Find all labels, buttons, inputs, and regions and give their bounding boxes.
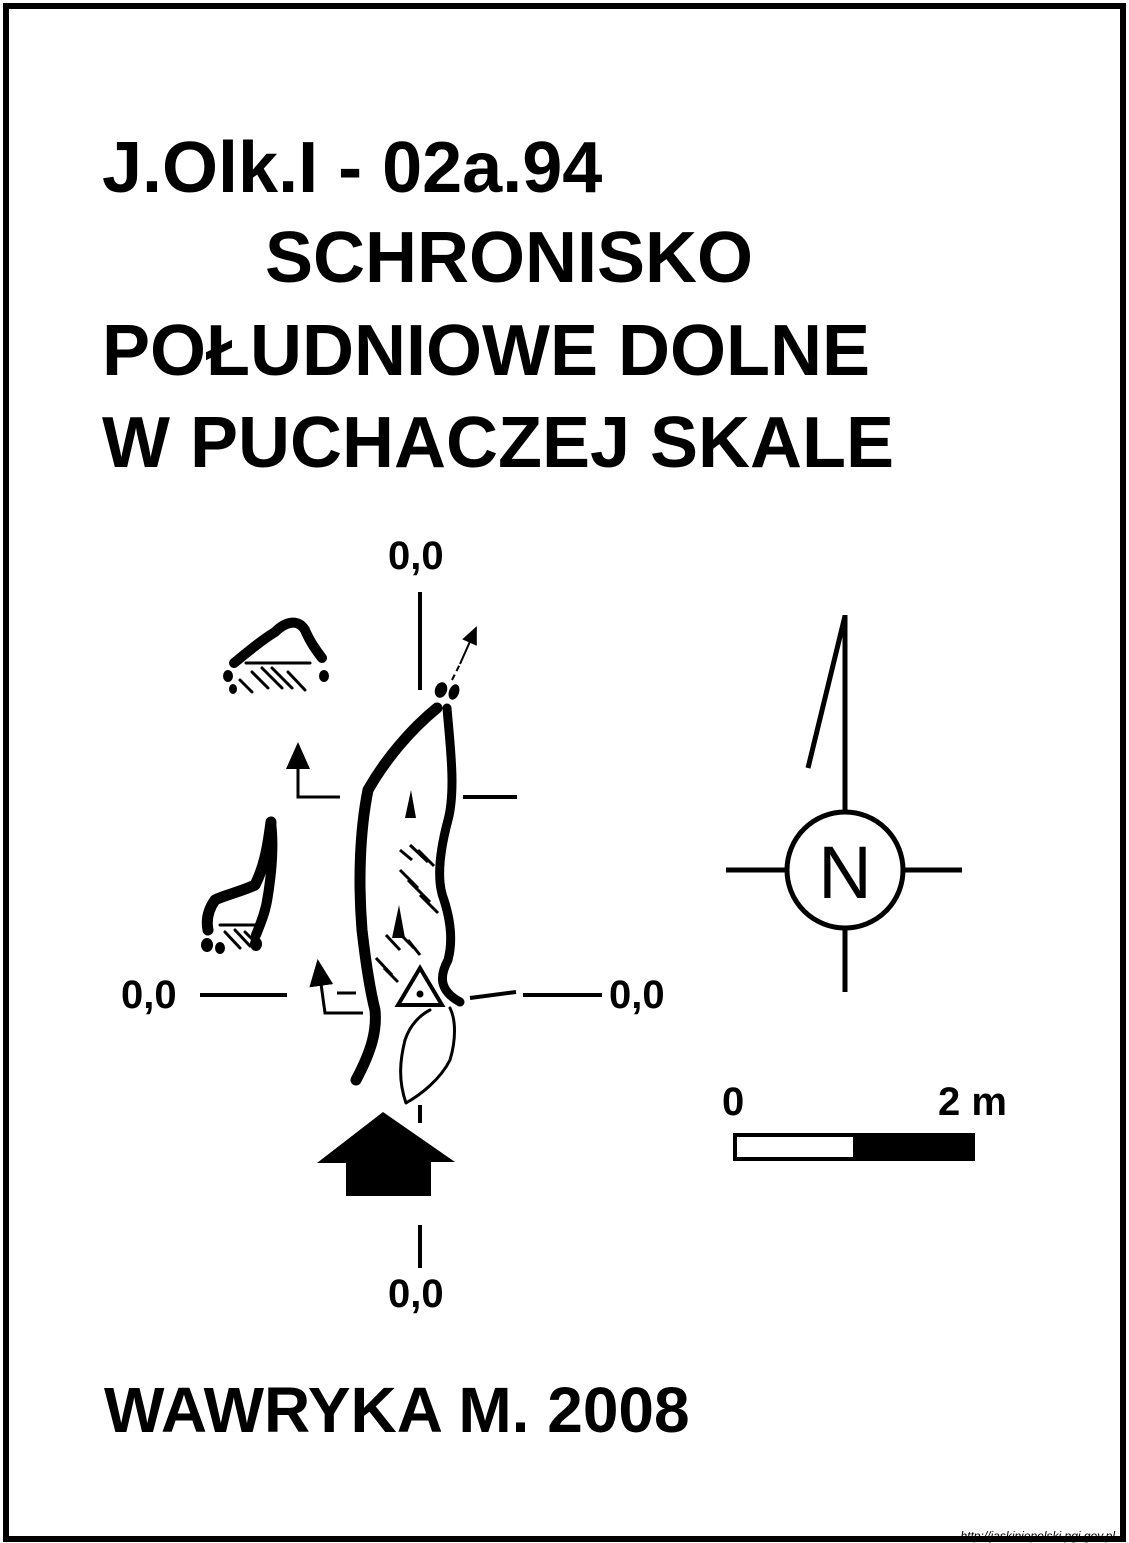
datum-label-bottom: 0,0	[388, 1272, 444, 1316]
cave-name-line-1: SCHRONISKO	[265, 218, 754, 298]
survey-station-icon	[394, 964, 446, 1007]
direction-arrows	[286, 742, 363, 1015]
scale-bar	[733, 1133, 975, 1161]
map-frame	[3, 3, 1126, 1542]
north-arrow-icon	[726, 615, 962, 992]
slope-arrow-icon	[451, 626, 477, 681]
upper-niche-dots	[223, 670, 329, 694]
entrance-dots	[434, 682, 460, 700]
floor-hatching	[374, 843, 440, 984]
datum-label-right: 0,0	[609, 973, 665, 1017]
cave-code: J.Olk.I - 02a.94	[102, 128, 603, 208]
north-label: N	[818, 831, 871, 914]
cave-name-line-2: POŁUDNIOWE DOLNE	[102, 311, 870, 391]
datum-label-top: 0,0	[388, 534, 444, 578]
scale-bar-end-label: 2 m	[938, 1080, 1007, 1124]
datum-label-left: 0,0	[121, 973, 177, 1017]
main-passage-outline	[350, 702, 465, 1105]
source-url[interactable]: http://jaskiniepolski.pgi.gov.pl	[960, 1529, 1115, 1543]
upper-niche	[229, 617, 327, 694]
cave-name-line-3: W PUCHACZEJ SKALE	[102, 403, 895, 483]
datum-cross-lines	[200, 592, 602, 1268]
author-credit: WAWRYKA M. 2008	[104, 1374, 690, 1446]
lower-niche	[201, 816, 278, 950]
entrance-arrow-icon	[317, 1112, 455, 1196]
lower-niche-dots	[201, 937, 262, 954]
scale-bar-start-label: 0	[722, 1080, 745, 1124]
rubble-triangles	[392, 790, 416, 938]
